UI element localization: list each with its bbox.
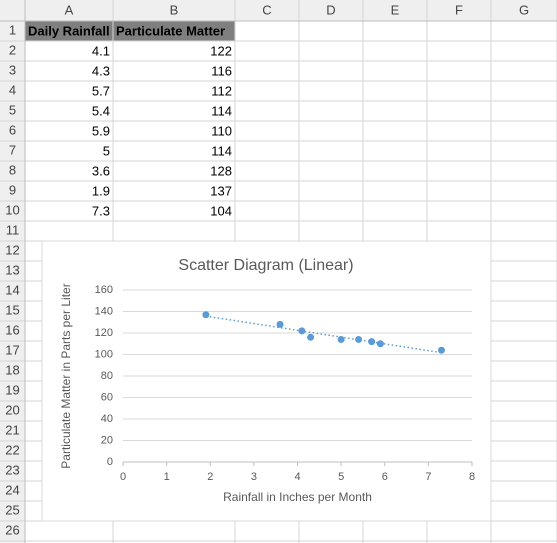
cell[interactable]: 128	[210, 163, 232, 178]
row-header[interactable]: 18	[5, 362, 19, 377]
cell[interactable]: 5	[103, 143, 110, 158]
row-header[interactable]: 2	[9, 42, 16, 57]
row-header[interactable]: 19	[5, 382, 19, 397]
row-header[interactable]: 26	[5, 522, 19, 537]
cell[interactable]: 137	[210, 183, 232, 198]
row-header[interactable]: 20	[5, 402, 19, 417]
cell[interactable]: 4.3	[92, 63, 110, 78]
cell[interactable]: 5.9	[92, 123, 110, 138]
cell[interactable]: 114	[211, 103, 232, 118]
point	[437, 346, 445, 354]
point	[368, 338, 376, 346]
x-tick-label: 4	[294, 471, 300, 483]
y-tick-label: 100	[95, 348, 113, 360]
point	[307, 333, 315, 341]
y-tick-label: 140	[95, 305, 113, 317]
column-header[interactable]: A	[65, 2, 74, 17]
row-header[interactable]: 5	[9, 102, 16, 117]
point	[376, 340, 384, 348]
column-header[interactable]: E	[391, 2, 400, 17]
x-tick-label: 5	[338, 471, 344, 483]
row-header[interactable]: 12	[5, 242, 19, 257]
header-cell[interactable]: Daily Rainfall	[28, 23, 110, 38]
cell[interactable]: 122	[210, 43, 232, 58]
y-tick-label: 120	[95, 327, 113, 339]
y-tick-label: 0	[107, 456, 113, 468]
point	[298, 327, 306, 335]
cell[interactable]: 114	[211, 143, 232, 158]
chart-title: Scatter Diagram (Linear)	[178, 257, 353, 274]
y-tick-label: 40	[101, 413, 113, 425]
row-header[interactable]: 11	[6, 222, 20, 237]
x-tick-label: 0	[120, 471, 126, 483]
cell[interactable]: 5.4	[92, 103, 110, 118]
row-header[interactable]: 16	[5, 322, 19, 337]
column-header-bar	[0, 0, 557, 21]
row-header[interactable]: 15	[5, 302, 19, 317]
row-header[interactable]: 17	[5, 342, 19, 357]
cell[interactable]: 104	[210, 203, 232, 218]
x-tick-label: 6	[382, 471, 388, 483]
y-tick-label: 80	[101, 370, 113, 382]
cell[interactable]: 1.9	[92, 183, 110, 198]
cell[interactable]: 5.7	[92, 83, 110, 98]
x-tick-label: 7	[425, 471, 431, 483]
header-cell-fill	[25, 21, 235, 41]
x-tick-label: 8	[469, 471, 475, 483]
column-header[interactable]: F	[455, 2, 463, 17]
row-header[interactable]: 7	[9, 142, 16, 157]
y-tick-label: 60	[101, 391, 113, 403]
row-header[interactable]: 21	[5, 422, 19, 437]
cell[interactable]: 7.3	[92, 203, 110, 218]
row-header[interactable]: 4	[9, 82, 16, 97]
column-header[interactable]: C	[262, 2, 271, 17]
point	[337, 335, 345, 343]
row-header[interactable]: 8	[9, 162, 16, 177]
y-tick-label: 160	[95, 284, 113, 296]
cell[interactable]: 116	[211, 63, 232, 78]
row-header[interactable]: 14	[5, 282, 19, 297]
chart-area[interactable]	[41, 240, 492, 522]
column-header[interactable]: B	[170, 2, 179, 17]
point	[355, 335, 363, 343]
column-header[interactable]: D	[326, 2, 335, 17]
row-header[interactable]: 1	[9, 22, 16, 37]
row-header-bar	[0, 0, 25, 543]
header-cell[interactable]: Particulate Matter	[116, 23, 225, 38]
cell[interactable]: 110	[211, 123, 232, 138]
row-header[interactable]: 23	[5, 462, 19, 477]
column-header[interactable]: G	[519, 2, 529, 17]
x-tick-label: 3	[251, 471, 257, 483]
row-header[interactable]: 22	[5, 442, 19, 457]
y-axis-title: Particulate Matter in Parts per Liter	[59, 283, 73, 468]
cell[interactable]: 112	[211, 83, 232, 98]
x-tick-label: 2	[207, 471, 213, 483]
row-header[interactable]: 6	[9, 122, 16, 137]
row-header[interactable]: 10	[5, 202, 19, 217]
x-axis-title: Rainfall in Inches per Month	[223, 490, 372, 504]
row-header[interactable]: 24	[5, 482, 19, 497]
row-header[interactable]: 9	[9, 182, 16, 197]
x-tick-label: 1	[164, 471, 170, 483]
row-header[interactable]: 3	[9, 62, 16, 77]
point	[276, 320, 284, 328]
row-header[interactable]: 13	[5, 262, 19, 277]
y-tick-label: 20	[101, 434, 113, 446]
row-header[interactable]: 25	[5, 502, 19, 517]
cell[interactable]: 3.6	[92, 163, 110, 178]
point	[202, 311, 210, 319]
cell[interactable]: 4.1	[92, 43, 110, 58]
